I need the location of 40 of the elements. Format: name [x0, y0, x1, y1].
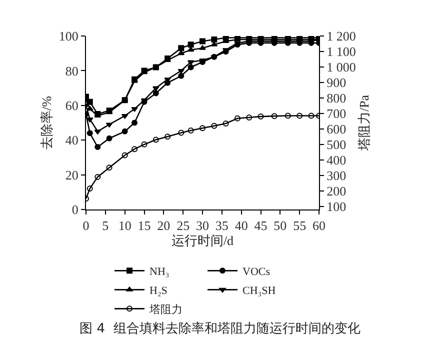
y2-axis-title: 塔阻力/Pa	[356, 94, 372, 152]
y2-tick-label: 700	[326, 106, 346, 121]
y2-tick-label: 1 000	[326, 60, 356, 75]
y2-tick-label: 100	[326, 198, 346, 214]
legend-label: CH₃SH	[242, 284, 276, 297]
x-tick-label: 10	[118, 218, 132, 234]
y-tick-label: 20	[65, 167, 78, 182]
legend-label: NH₃	[150, 266, 170, 278]
y2-tick-label: 300	[326, 168, 346, 183]
y2-tick-label: 400	[326, 152, 346, 168]
y-tick-label: 60	[65, 98, 78, 113]
text: 图 4 组合填料去除率和塔阻力随运行时间的变化	[80, 320, 360, 337]
y2-tick-label: 600	[326, 121, 346, 136]
x-tick-label: 35	[215, 218, 228, 234]
x-tick-label: 0	[82, 218, 90, 234]
y-tick-label: 0	[72, 202, 78, 218]
x-tick-label: 40	[234, 218, 248, 234]
y2-tick-label: 1 200	[326, 28, 356, 44]
x-tick-label: 50	[274, 218, 287, 234]
x-tick-label: 25	[176, 218, 190, 234]
x-tick-label: 60	[312, 218, 326, 234]
legend-label: 塔阻力	[148, 302, 182, 316]
x-axis-title: 运行时间/d	[171, 233, 234, 248]
y2-tick-label: 900	[326, 75, 346, 90]
legend-label: VOCs	[242, 266, 270, 278]
y2-tick-label: 500	[326, 136, 346, 152]
y-axis-title: 去除率/%	[38, 96, 54, 150]
y-tick-label: 40	[65, 132, 78, 148]
x-tick-label: 15	[138, 218, 151, 234]
x-tick-label: 30	[196, 218, 209, 234]
y2-tick-label: 800	[326, 90, 346, 106]
x-tick-label: 55	[293, 218, 306, 234]
x-tick-label: 5	[102, 218, 109, 234]
x-tick-label: 20	[157, 218, 170, 234]
y-tick-label: 100	[58, 28, 78, 44]
legend-label: H₂S	[150, 284, 168, 297]
y2-tick-label: 1 100	[326, 44, 356, 60]
y2-tick-label: 200	[326, 183, 346, 198]
x-tick-label: 45	[254, 218, 268, 234]
y-tick-label: 80	[65, 63, 78, 78]
